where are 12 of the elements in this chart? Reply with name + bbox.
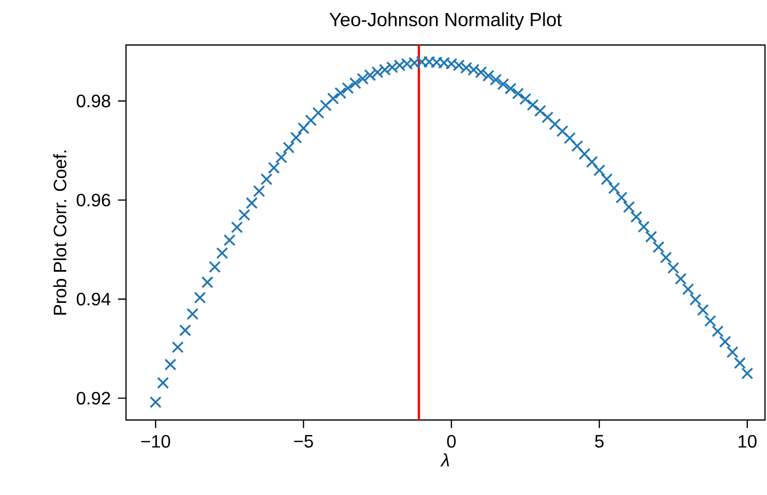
- y-tick-label: 0.98: [76, 94, 110, 108]
- y-tick-label: 0.92: [76, 392, 110, 405]
- y-tick-label: 0.96: [76, 194, 110, 206]
- x-axis-title: λ: [440, 453, 449, 466]
- x-tick-label: −10: [141, 435, 170, 448]
- y-axis-title: Prob Plot Corr. Coef.: [53, 150, 66, 315]
- x-tick-label: −5: [294, 435, 313, 448]
- y-tick-label: 0.94: [76, 292, 110, 306]
- x-tick-label: 0: [447, 435, 456, 448]
- chart-title: Yeo-Johnson Normality Plot: [329, 12, 562, 30]
- x-tick-label: 5: [595, 435, 604, 448]
- x-tick-label: 10: [738, 435, 757, 448]
